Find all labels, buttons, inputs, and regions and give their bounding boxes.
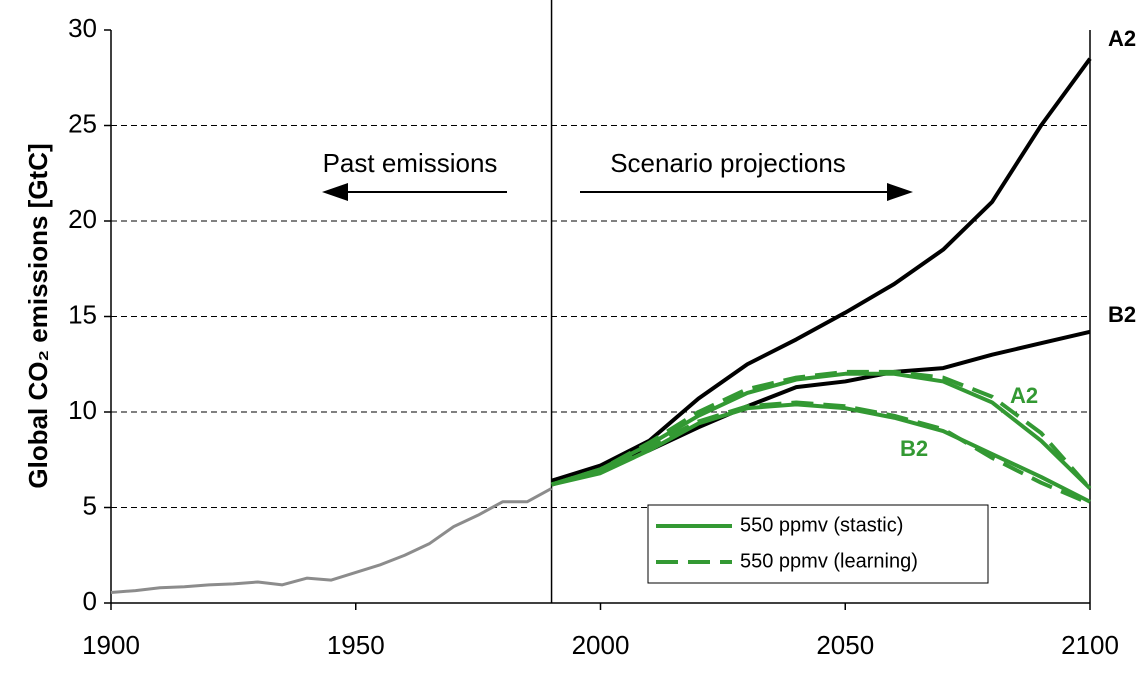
arrow-head — [887, 183, 913, 201]
x-tick-label: 2050 — [816, 630, 874, 660]
series-line — [551, 402, 1091, 504]
series-line — [550, 369, 1092, 490]
annotation: A2 — [1010, 383, 1038, 408]
legend-label: 550 ppmv (learning) — [740, 550, 918, 572]
y-tick-label: 25 — [68, 108, 97, 138]
annotation: B2 — [1108, 302, 1136, 327]
series-line — [551, 400, 1091, 506]
legend-box — [647, 504, 989, 584]
annotation: A2 — [1108, 26, 1136, 51]
y-tick-label: 15 — [68, 299, 97, 329]
y-tick-label: 30 — [68, 13, 97, 43]
series-line — [110, 487, 553, 594]
arrows — [322, 183, 913, 201]
annotation: Scenario projections — [610, 148, 846, 178]
x-tick-label: 2100 — [1061, 630, 1119, 660]
annotation: Past emissions — [323, 148, 498, 178]
y-tick-label: 0 — [83, 586, 97, 616]
y-tick-label: 10 — [68, 395, 97, 425]
y-tick-label: 20 — [68, 204, 97, 234]
x-tick-label: 1900 — [82, 630, 140, 660]
annotation: B2 — [900, 436, 928, 461]
x-tick-label: 1950 — [327, 630, 385, 660]
legend-label: 550 ppmv (stastic) — [740, 514, 903, 536]
y-axis-label: Global CO₂ emissions [GtC] — [23, 143, 53, 488]
x-tick-label: 2000 — [572, 630, 630, 660]
legend: 550 ppmv (stastic) 550 ppmv (learning) — [647, 504, 989, 584]
arrow-head — [322, 183, 348, 201]
y-tick-label: 5 — [83, 490, 97, 520]
